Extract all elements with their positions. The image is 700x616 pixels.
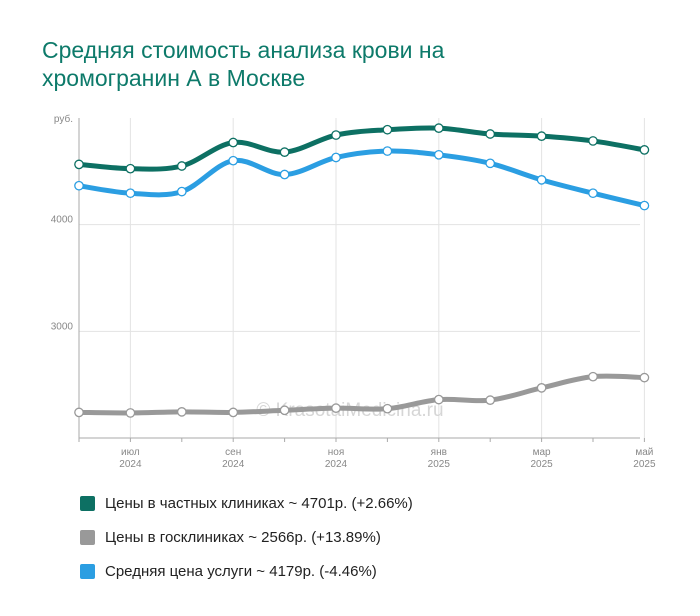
data-point-public — [74, 407, 84, 418]
data-point-public — [331, 403, 341, 413]
data-point-private — [74, 159, 84, 170]
chart-title: Средняя стоимость анализа крови на хромо… — [42, 37, 445, 91]
x-tick-label-year: 2024 — [222, 459, 245, 470]
x-tick-label-year: 2025 — [633, 459, 656, 470]
x-tick-label-year: 2025 — [428, 459, 451, 470]
data-point-average — [536, 175, 547, 185]
x-tick-label-month: янв — [431, 447, 447, 458]
legend-label-average: Средняя цена услуги ~ 4179р. (-4.46%) — [105, 562, 377, 580]
data-point-public — [125, 408, 136, 418]
x-tick-label-month: мар — [533, 447, 551, 458]
data-point-average — [176, 186, 187, 197]
data-point-public — [228, 407, 239, 418]
data-point-public — [536, 383, 547, 393]
data-point-public — [433, 394, 444, 405]
data-point-average — [588, 188, 598, 199]
x-tick-label-month: июл — [121, 447, 140, 458]
legend-item-average[interactable]: Средняя цена услуги ~ 4179р. (-4.46%) — [80, 554, 413, 588]
legend: Цены в частных клиниках ~ 4701р. (+2.66%… — [80, 486, 413, 588]
data-point-private — [485, 129, 496, 139]
legend-swatch-public — [80, 529, 95, 545]
data-point-private — [382, 124, 393, 135]
data-point-public — [176, 407, 187, 417]
data-point-average — [331, 152, 341, 163]
data-point-public — [485, 395, 496, 405]
series-public — [74, 371, 650, 418]
series-line-public — [76, 373, 647, 416]
data-point-private — [588, 136, 598, 146]
data-point-private — [279, 147, 290, 157]
x-tick-label-month: сен — [225, 447, 241, 458]
y-unit-label: руб. — [54, 113, 73, 125]
x-tick-label-year: 2024 — [325, 459, 348, 470]
data-point-private — [639, 145, 650, 155]
legend-swatch-average — [80, 563, 95, 579]
data-point-average — [74, 180, 84, 191]
series-average — [74, 146, 650, 211]
data-point-private — [331, 130, 341, 140]
data-point-average — [485, 158, 496, 169]
data-point-average — [433, 149, 444, 160]
data-point-private — [125, 163, 136, 174]
data-point-private — [536, 131, 547, 141]
y-tick-label: 3000 — [51, 321, 74, 332]
series-line-private — [76, 125, 647, 172]
data-point-average — [228, 155, 239, 166]
legend-item-private[interactable]: Цены в частных клиниках ~ 4701р. (+2.66%… — [80, 486, 413, 520]
data-point-private — [176, 161, 187, 171]
data-point-average — [382, 146, 393, 156]
data-point-average — [125, 188, 136, 199]
x-tick-label-month: май — [635, 447, 653, 458]
data-point-average — [639, 200, 650, 211]
data-point-public — [588, 371, 598, 382]
x-tick-label-year: 2025 — [530, 459, 553, 470]
x-tick-label-year: 2024 — [119, 459, 142, 470]
legend-label-public: Цены в госклиниках ~ 2566р. (+13.89%) — [105, 528, 381, 546]
data-point-average — [279, 169, 290, 180]
legend-swatch-private — [80, 495, 95, 511]
series-private — [74, 123, 650, 174]
data-point-private — [433, 123, 444, 133]
y-tick-label: 4000 — [51, 215, 74, 226]
data-point-public — [382, 403, 393, 414]
data-point-public — [279, 405, 290, 416]
legend-label-private: Цены в частных клиниках ~ 4701р. (+2.66%… — [105, 494, 413, 512]
data-point-private — [228, 137, 239, 148]
data-point-public — [639, 372, 650, 383]
x-tick-label-month: ноя — [328, 447, 345, 458]
line-chart: 40003000руб.июл2024сен2024ноя2024янв2025… — [51, 113, 656, 470]
legend-item-public[interactable]: Цены в госклиниках ~ 2566р. (+13.89%) — [80, 520, 413, 554]
series-line-average — [76, 148, 647, 209]
